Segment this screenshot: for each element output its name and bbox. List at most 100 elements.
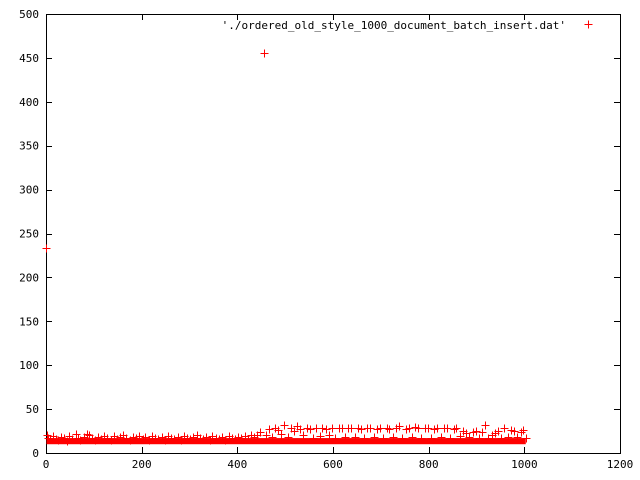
data-point [481,421,490,430]
data-point [405,424,414,433]
data-point [433,424,442,433]
y-tick-label: 50 [26,403,39,416]
data-point [322,425,331,434]
data-point [237,434,246,443]
x-tick-label: 1200 [607,458,634,471]
data-point [103,434,112,443]
data-point [83,430,92,439]
y-tick-label: 450 [19,52,39,65]
data-point [68,435,77,444]
data-point [494,427,503,436]
data-point [446,434,455,443]
data-point [452,424,461,433]
legend-plus-marker [584,20,593,29]
legend-label: './ordered_old_style_1000_document_batch… [222,19,566,32]
data-point [383,424,392,433]
data-point [328,424,337,433]
data-point [478,428,487,437]
data-point [379,434,388,443]
data-point [262,431,271,440]
data-point [189,433,198,442]
data-point [318,424,327,433]
x-tick-label: 200 [132,458,152,471]
y-tick-label: 400 [19,96,39,109]
y-tick-label: 300 [19,184,39,197]
data-point [427,434,436,443]
y-tick-label: 250 [19,228,39,241]
data-point [256,428,265,437]
dense-points-band [46,438,526,445]
data-point [351,433,360,442]
data-point [519,426,528,435]
data-point [414,424,423,433]
data-point [376,424,385,433]
y-tick-label: 150 [19,315,39,328]
y-tick-label: 100 [19,359,39,372]
y-tick-label: 200 [19,271,39,284]
legend-marker [584,20,593,29]
x-axis: 0 200 400 600 800 1000 1200 [43,14,634,471]
data-point [456,432,465,441]
data-point [122,434,131,443]
data-point [170,435,179,444]
data-point [398,434,407,443]
data-point [268,433,277,442]
y-tick-label: 0 [32,447,39,460]
y-tick-label: 350 [19,140,39,153]
data-point [408,433,417,442]
data-point [360,434,369,443]
legend: './ordered_old_style_1000_document_batch… [222,19,593,32]
data-point [42,244,51,253]
data-point [443,424,452,433]
data-point [465,433,474,442]
data-point [277,430,286,439]
data-point [284,433,293,442]
data-point [208,432,217,441]
data-point [139,435,148,444]
data-point [154,435,163,444]
data-point [309,434,318,443]
x-tick-label: 400 [227,458,247,471]
data-point [513,433,522,442]
data-point [497,434,506,443]
data-point [450,425,459,434]
data-point [290,427,299,436]
data-point [316,432,325,441]
data-point [52,435,61,444]
x-tick-label: 800 [419,458,439,471]
data-point [522,434,531,443]
plot-border [46,14,621,454]
x-tick-label: 0 [43,458,50,471]
data-point [331,434,340,443]
data-point [357,425,366,434]
data-point [475,434,484,443]
data-point [44,434,53,443]
data-point [296,425,305,434]
data-point [424,424,433,433]
data-point [504,433,513,442]
data-point [341,433,350,442]
data-point [347,424,356,433]
data-point [437,433,446,442]
data-points [42,49,531,446]
x-tick-label: 600 [323,458,343,471]
y-tick-label: 500 [19,8,39,21]
dense-band [46,438,526,445]
data-point [370,433,379,442]
data-point [280,421,289,430]
data-point [265,425,274,434]
data-point [500,424,509,433]
data-point [389,433,398,442]
data-point [299,431,308,440]
y-axis: 0 50 100 150 200 250 300 350 400 450 500 [19,8,620,460]
x-tick-label: 1000 [511,458,538,471]
data-point [385,425,394,434]
data-point [74,434,83,443]
data-point [206,436,215,445]
data-point [63,437,72,446]
data-point [306,425,315,434]
data-point [260,49,269,58]
data-point [517,428,526,437]
data-point [72,430,81,439]
